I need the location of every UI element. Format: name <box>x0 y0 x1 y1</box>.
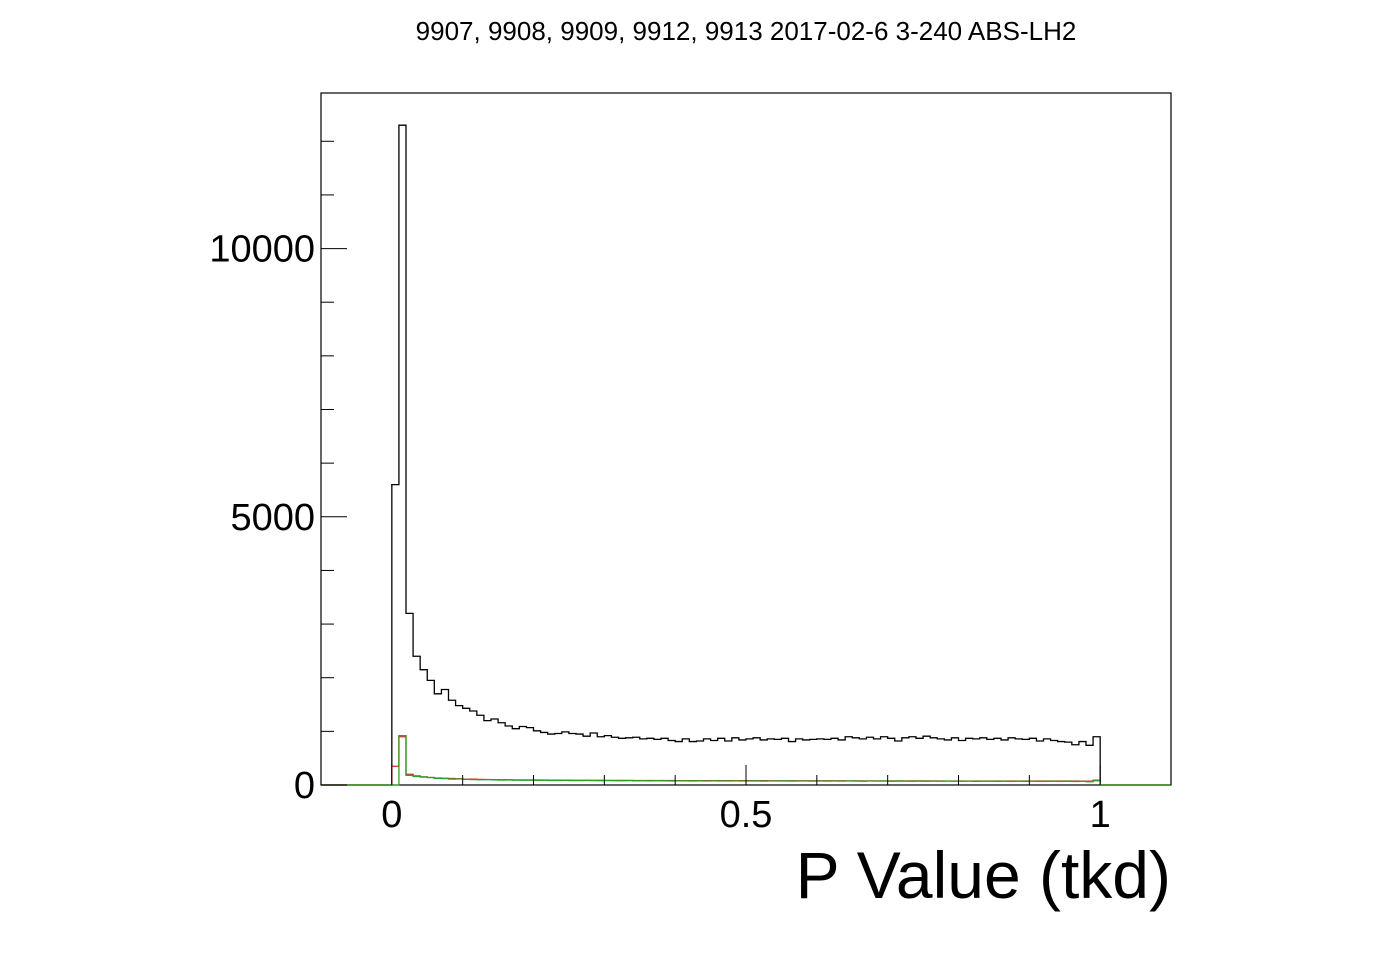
chart-title: 9907, 9908, 9909, 9912, 9913 2017-02-6 3… <box>416 16 1077 46</box>
y-tick-label: 5000 <box>230 497 315 539</box>
plot-frame <box>320 92 1172 786</box>
histogram-series-1 <box>321 124 1171 786</box>
y-axis: 0 5000 10000 <box>209 140 347 807</box>
x-tick-label: 1 <box>1090 794 1111 836</box>
x-axis: 0 0.5 1 <box>320 765 1172 836</box>
x-tick-label: 0 <box>381 794 402 836</box>
y-tick-label: 0 <box>294 765 315 807</box>
series-layer <box>321 124 1171 786</box>
y-tick-label: 10000 <box>209 229 315 271</box>
x-axis-title: P Value (tkd) <box>796 838 1171 912</box>
x-tick-label: 0.5 <box>720 794 773 836</box>
